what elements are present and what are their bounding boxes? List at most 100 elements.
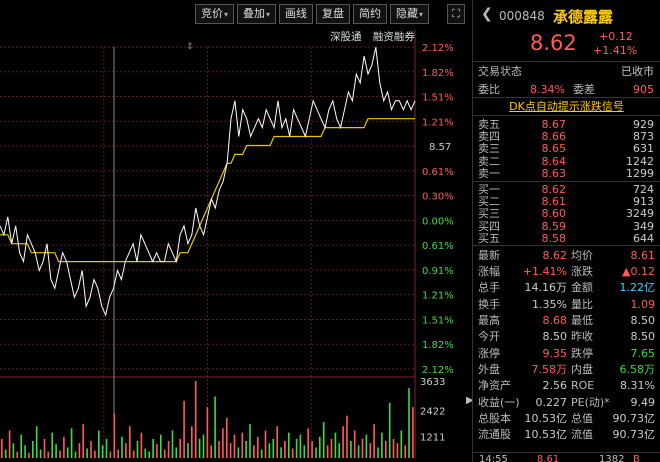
volume-bar <box>334 432 337 458</box>
volume-bar <box>140 432 143 458</box>
overlay-button[interactable]: 叠加▾ <box>237 4 277 24</box>
volume-bar <box>98 430 100 458</box>
volume-bar <box>388 402 391 458</box>
chevron-left-icon[interactable]: ❮ <box>481 6 493 22</box>
ask-levels: 卖五 8.67 929 卖四 8.66 873 卖三 8.65 631 卖二 8.64 1242 卖一 8… <box>473 118 660 180</box>
level-price: 8.61 <box>541 195 567 209</box>
stat-row: 换手 1.35% 量比 1.09 <box>473 297 660 313</box>
stat-value: 9.49 <box>630 395 656 409</box>
level-label: 买一 <box>478 182 500 196</box>
volume-bar <box>28 452 30 458</box>
chart-sub-links: 深股通 融资融券 <box>330 29 423 44</box>
draw-line-button[interactable]: 画线 <box>279 4 314 24</box>
quote-panel: ❮ 000848 承德露露 8.62 +0.12 +1.41% 交易状态 已收市… <box>472 0 660 462</box>
ask-level-row[interactable]: 卖二 8.64 1242 <box>473 154 660 168</box>
replay-button[interactable]: 复盘 <box>316 4 351 24</box>
collapse-panel-icon[interactable]: ▶ <box>466 395 474 406</box>
stat-label: 涨幅 <box>478 265 500 279</box>
ask-level-row[interactable]: 卖四 8.66 873 <box>473 130 660 144</box>
dk-signal-link[interactable]: DK点自动提示涨跌信号 <box>509 100 624 113</box>
stat-label: 换手 <box>478 297 500 311</box>
stat-value: +1.41% <box>522 265 567 279</box>
volume-bar <box>264 430 267 458</box>
stat-value: 8.31% <box>620 379 655 393</box>
volume-bar <box>365 434 368 458</box>
expand-icon[interactable]: ⛶ <box>447 4 465 24</box>
volume-bar <box>1 438 3 458</box>
volume-bar <box>24 445 26 458</box>
volume-bar <box>175 447 178 458</box>
bid-level-row[interactable]: 买五 8.58 644 <box>473 232 660 245</box>
volume-bar <box>353 430 356 458</box>
bid-level-row[interactable]: 买三 8.60 3249 <box>473 208 660 220</box>
volume-bar <box>125 443 127 458</box>
stat-value: 8.62 <box>542 248 568 262</box>
stat-value: 90.73亿 <box>612 411 656 425</box>
stock-code: 000848 <box>499 9 545 23</box>
volume-bar <box>94 450 96 458</box>
stat-label: 外盘 <box>478 362 500 376</box>
volume-bar <box>377 447 379 458</box>
volume-bar <box>400 430 403 458</box>
stat-value: 14.16万 <box>524 281 568 295</box>
simple-mode-button[interactable]: 简约 <box>353 4 388 24</box>
trading-status-label: 交易状态 <box>478 65 522 78</box>
level-volume: 913 <box>633 195 654 209</box>
volume-bar <box>369 443 372 458</box>
quote-stats: 最新 8.62 均价 8.61 涨幅 +1.41% 涨跌 ▲0.12 总手 14.16万 金额 1.2… <box>473 244 660 444</box>
volume-tick-label: 3633 <box>420 377 445 388</box>
quote-header: ❮ 000848 承德露露 8.62 +0.12 +1.41% <box>473 0 660 62</box>
volume-bar <box>101 445 104 458</box>
volume-bar <box>257 436 259 458</box>
stat-label: 总股本 <box>478 411 511 425</box>
level-price: 8.67 <box>541 118 567 131</box>
volume-bar <box>412 407 414 458</box>
volume-tick-label: 2422 <box>420 406 445 417</box>
stat-value: 10.53亿 <box>524 411 568 425</box>
volume-bar <box>144 448 147 458</box>
level-price: 8.59 <box>541 219 567 233</box>
volume-bar <box>373 424 375 458</box>
bid-level-row[interactable]: 买四 8.59 349 <box>473 219 660 233</box>
level-volume: 873 <box>633 130 654 144</box>
ask-level-row[interactable]: 卖三 8.65 631 <box>473 143 660 155</box>
bidding-button[interactable]: 竞价▾ <box>195 4 235 24</box>
level-price: 8.64 <box>541 154 567 168</box>
level-price: 8.62 <box>541 182 567 196</box>
volume-bar <box>167 441 170 458</box>
drag-handle-icon[interactable]: ⇕ <box>186 42 194 52</box>
y-axis-tick-label: 2.12% <box>422 43 454 54</box>
stat-value: 1.09 <box>630 297 656 311</box>
volume-bar <box>218 441 220 458</box>
stat-value: 90.73亿 <box>612 428 656 442</box>
level-label: 买三 <box>478 207 500 221</box>
bid-level-row[interactable]: 买一 8.62 724 <box>473 182 660 196</box>
intraday-chart-svg[interactable]: 2.12% 1.82% 1.51% 1.21% 0.61% 0.30% 0.00% 0.61%… <box>0 0 470 462</box>
hide-button[interactable]: 隐藏▾ <box>390 4 430 24</box>
volume-bar <box>171 430 174 458</box>
volume-bar <box>35 426 38 458</box>
volume-bar <box>260 449 263 458</box>
ask-level-row[interactable]: 卖一 8.63 1299 <box>473 167 660 180</box>
bid-level-row[interactable]: 买二 8.61 913 <box>473 195 660 209</box>
price-change: +0.12 <box>599 30 633 43</box>
average-price-line <box>0 118 415 263</box>
volume-bar <box>66 447 69 458</box>
margin-trading-link[interactable]: 融资融券 <box>372 31 415 43</box>
volume-bar <box>338 443 340 458</box>
level-price: 8.60 <box>541 207 567 221</box>
hk-connect-link[interactable]: 深股通 <box>330 31 362 43</box>
volume-bar <box>396 443 399 458</box>
volume-bar <box>241 432 244 458</box>
stat-label: 涨停 <box>478 346 500 360</box>
y-axis-tick-label: 0.61% <box>422 241 454 252</box>
intraday-chart-area[interactable]: 2.12% 1.82% 1.51% 1.21% 0.61% 0.30% 0.00% 0.61%… <box>0 0 474 462</box>
level-volume: 929 <box>633 118 654 131</box>
volume-bar <box>280 447 282 458</box>
trading-status-row: 交易状态 已收市 <box>473 62 660 81</box>
level-label: 卖三 <box>478 142 500 156</box>
stat-label: 净资产 <box>478 379 511 393</box>
volume-bar <box>59 450 61 458</box>
y-axis-tick-label: 0.30% <box>422 192 454 203</box>
ask-level-row[interactable]: 卖五 8.67 929 <box>473 118 660 131</box>
